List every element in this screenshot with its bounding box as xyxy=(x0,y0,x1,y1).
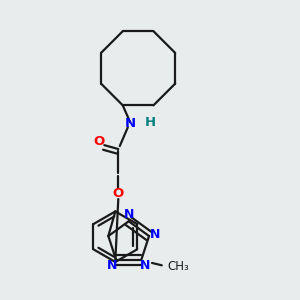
Text: N: N xyxy=(150,227,160,241)
Text: O: O xyxy=(113,187,124,200)
Text: N: N xyxy=(107,259,118,272)
Text: N: N xyxy=(124,208,134,221)
Text: N: N xyxy=(124,117,136,130)
Text: H: H xyxy=(145,116,156,129)
Text: CH₃: CH₃ xyxy=(167,260,189,273)
Text: O: O xyxy=(93,135,105,148)
Text: N: N xyxy=(140,259,150,272)
